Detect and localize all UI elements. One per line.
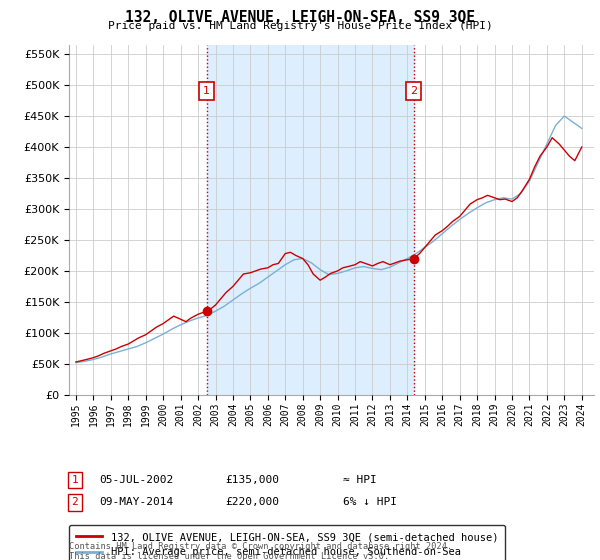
Text: £220,000: £220,000 xyxy=(225,497,279,507)
Text: 1: 1 xyxy=(71,475,79,485)
Text: 6% ↓ HPI: 6% ↓ HPI xyxy=(343,497,397,507)
Text: Price paid vs. HM Land Registry's House Price Index (HPI): Price paid vs. HM Land Registry's House … xyxy=(107,21,493,31)
Text: 05-JUL-2002: 05-JUL-2002 xyxy=(99,475,173,485)
Text: ≈ HPI: ≈ HPI xyxy=(343,475,377,485)
Text: Contains HM Land Registry data © Crown copyright and database right 2024.
This d: Contains HM Land Registry data © Crown c… xyxy=(69,542,452,560)
Text: 1: 1 xyxy=(203,86,210,96)
Legend: 132, OLIVE AVENUE, LEIGH-ON-SEA, SS9 3QE (semi-detached house), HPI: Average pri: 132, OLIVE AVENUE, LEIGH-ON-SEA, SS9 3QE… xyxy=(69,525,505,560)
Text: £135,000: £135,000 xyxy=(225,475,279,485)
Bar xyxy=(207,45,414,395)
Text: 132, OLIVE AVENUE, LEIGH-ON-SEA, SS9 3QE: 132, OLIVE AVENUE, LEIGH-ON-SEA, SS9 3QE xyxy=(125,10,475,25)
Text: 2: 2 xyxy=(71,497,79,507)
Text: 2: 2 xyxy=(410,86,418,96)
Text: 09-MAY-2014: 09-MAY-2014 xyxy=(99,497,173,507)
